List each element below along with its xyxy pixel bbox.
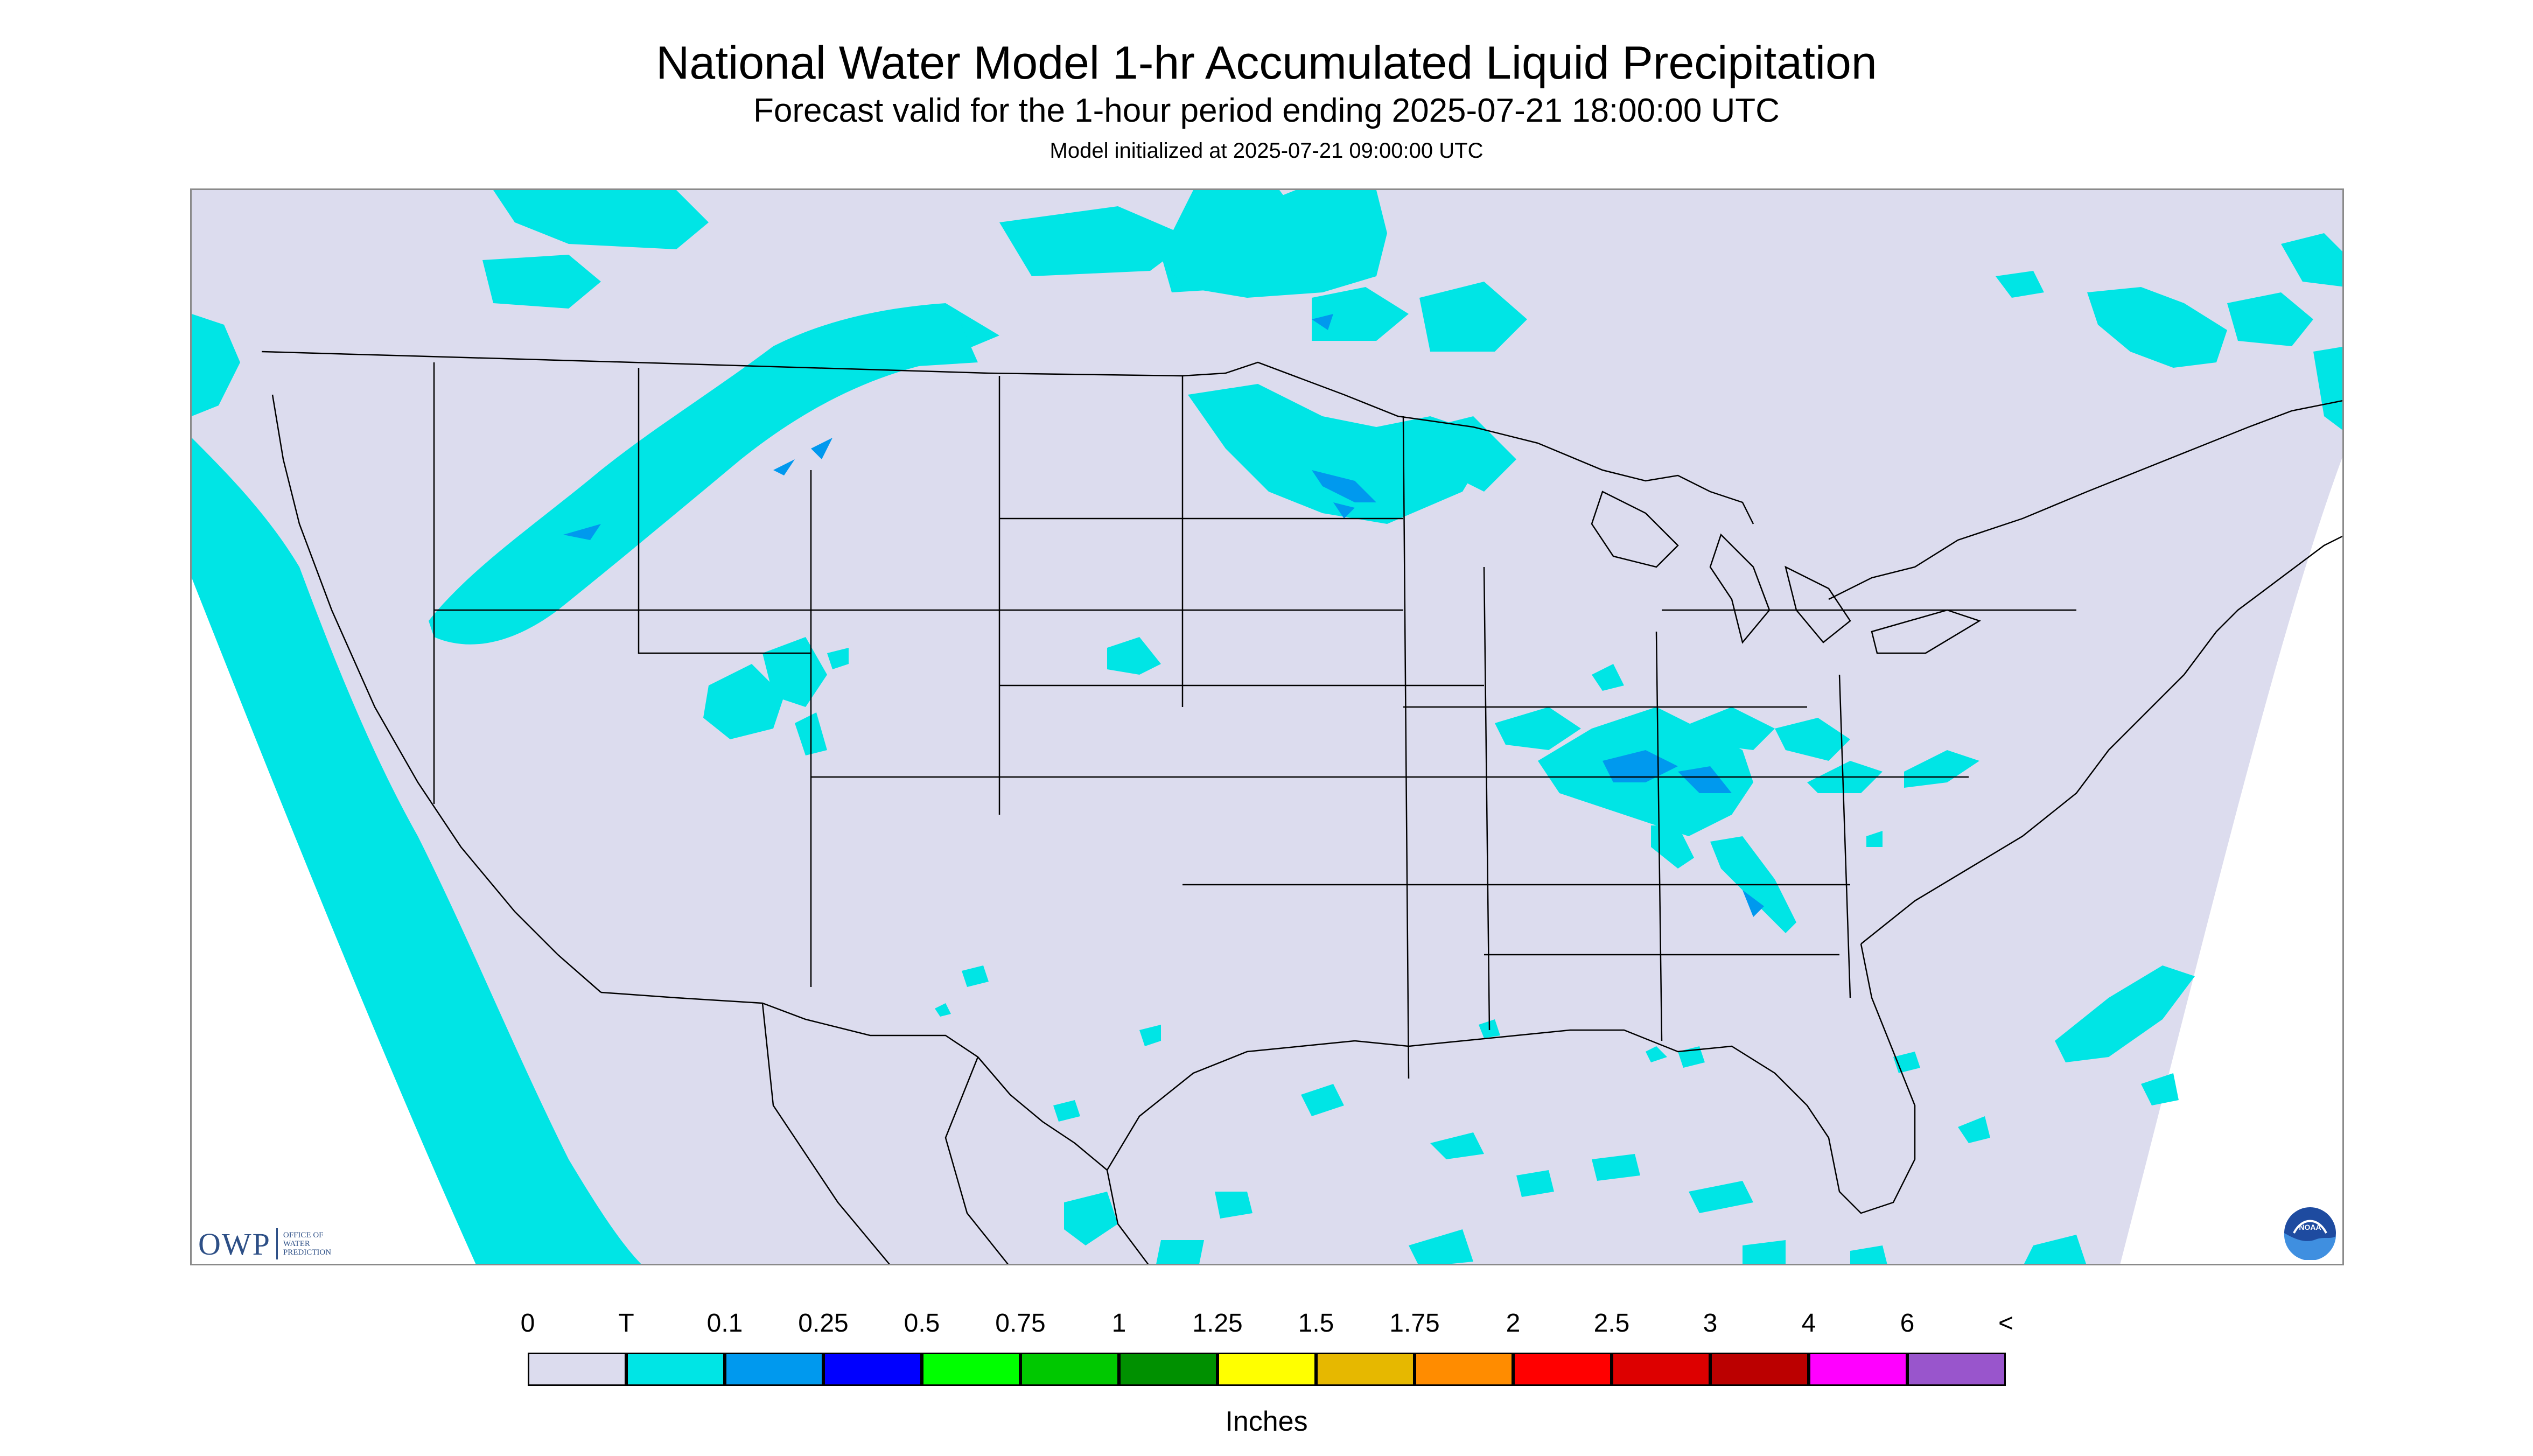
legend-color-swatch [1020, 1353, 1119, 1386]
precip-atlantic [1958, 233, 2342, 1264]
legend-tick-label: < [1998, 1309, 2014, 1338]
legend-color-swatch [725, 1353, 823, 1386]
legend-tick-label: 6 [1900, 1309, 1915, 1338]
legend-tick-label: 0.1 [706, 1309, 743, 1338]
legend-color-swatch [1119, 1353, 1217, 1386]
noaa-logo-icon: NOAA [2284, 1207, 2336, 1260]
legend-tick-label: 3 [1703, 1309, 1718, 1338]
legend-color-swatch [1710, 1353, 1809, 1386]
legend-color-swatch [1217, 1353, 1316, 1386]
legend-color-swatch [528, 1353, 626, 1386]
legend-tick-label: 1.25 [1192, 1309, 1243, 1338]
owp-logo-divider [276, 1228, 278, 1259]
legend-color-swatch [1809, 1353, 1907, 1386]
legend-color-swatch [1316, 1353, 1415, 1386]
precip-upper-midwest-core [1312, 314, 1376, 519]
owp-logo: OWP OFFICE OF WATER PREDICTION [198, 1222, 348, 1265]
legend-tick-label: 1.5 [1298, 1309, 1334, 1338]
owp-logo-mark: OWP [198, 1226, 271, 1262]
precip-gulf [935, 965, 1920, 1264]
owp-logo-text: OFFICE OF WATER PREDICTION [283, 1231, 332, 1257]
map-title: National Water Model 1-hr Accumulated Li… [656, 37, 1877, 89]
legend-color-swatch [1513, 1353, 1612, 1386]
noaa-logo-text: NOAA [2299, 1223, 2321, 1231]
legend-tick-label: 2.5 [1593, 1309, 1630, 1338]
precip-pacific [192, 314, 641, 1264]
legend-color-swatch [922, 1353, 1020, 1386]
map-canvas [192, 190, 2342, 1264]
legend-units-label: Inches [1225, 1406, 1308, 1437]
legend-tick-label: 0.5 [904, 1309, 940, 1338]
legend-tick-label: 0 [520, 1309, 535, 1338]
legend-tick-label: 1.75 [1389, 1309, 1440, 1338]
political-boundaries [261, 351, 2342, 1264]
model-init-subtitle: Model initialized at 2025-07-21 09:00:00… [1049, 139, 1484, 163]
legend-color-swatch [1612, 1353, 1710, 1386]
forecast-valid-subtitle: Forecast valid for the 1-hour period end… [753, 92, 1780, 129]
legend-tick-label: 1 [1111, 1309, 1126, 1338]
legend-color-swatch [1907, 1353, 2006, 1386]
legend-tick-label: T [618, 1309, 634, 1338]
legend-tick-label: 0.25 [798, 1309, 849, 1338]
precip-southeast-core [1603, 750, 1764, 917]
precipitation-map [190, 188, 2344, 1265]
precip-rockies-core [563, 438, 832, 540]
legend-tick-label: 2 [1506, 1309, 1521, 1338]
legend-color-swatch [1415, 1353, 1513, 1386]
legend-color-swatch [626, 1353, 725, 1386]
legend-tick-label: 4 [1801, 1309, 1816, 1338]
precip-color-legend: 0 T 0.1 0.25 0.5 0.75 1 1.25 1.5 1.75 2 2.5 3 4 6 < [521, 1308, 2013, 1386]
legend-tick-label: 0.75 [995, 1309, 1046, 1338]
precip-upper-midwest [1161, 190, 1527, 524]
legend-color-swatch [823, 1353, 922, 1386]
